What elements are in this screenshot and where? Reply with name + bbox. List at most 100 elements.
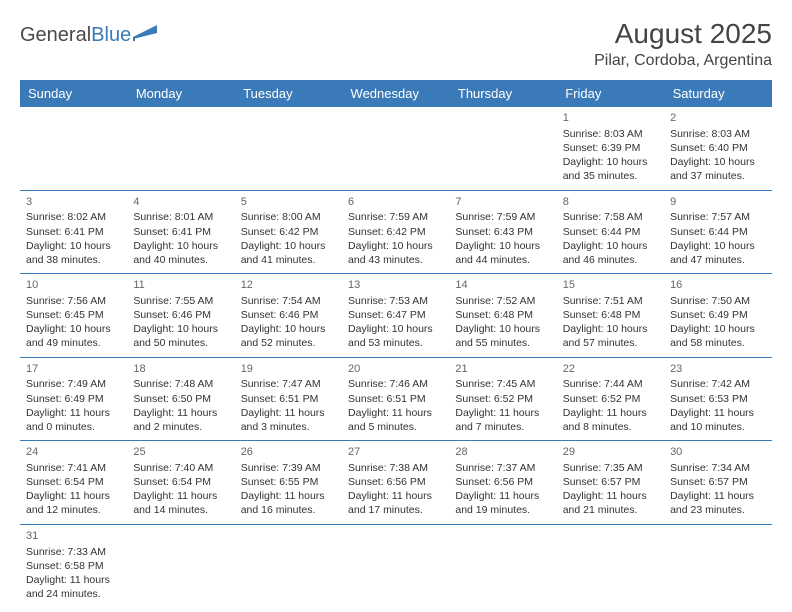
calendar-cell: 18Sunrise: 7:48 AMSunset: 6:50 PMDayligh…: [127, 357, 234, 441]
day-detail: Sunrise: 7:59 AM: [348, 210, 443, 224]
day-number: 24: [26, 445, 121, 460]
calendar-table: SundayMondayTuesdayWednesdayThursdayFrid…: [20, 80, 772, 607]
day-detail: Sunrise: 7:47 AM: [241, 377, 336, 391]
day-number: 22: [563, 362, 658, 377]
calendar-cell: [127, 107, 234, 190]
day-detail: and 10 minutes.: [670, 420, 765, 434]
day-detail: Sunrise: 7:52 AM: [455, 294, 550, 308]
day-detail: and 44 minutes.: [455, 253, 550, 267]
day-detail: and 7 minutes.: [455, 420, 550, 434]
day-detail: Daylight: 10 hours: [241, 239, 336, 253]
brand-flag-icon: [133, 25, 161, 46]
day-detail: and 23 minutes.: [670, 503, 765, 517]
day-detail: Sunrise: 8:03 AM: [670, 127, 765, 141]
day-detail: and 43 minutes.: [348, 253, 443, 267]
day-detail: Daylight: 10 hours: [26, 322, 121, 336]
day-detail: Sunrise: 8:03 AM: [563, 127, 658, 141]
brand-text: GeneralBlue: [20, 24, 131, 47]
day-detail: Sunset: 6:55 PM: [241, 475, 336, 489]
day-header: Friday: [557, 80, 664, 107]
day-detail: Daylight: 10 hours: [133, 239, 228, 253]
day-detail: Sunset: 6:42 PM: [241, 225, 336, 239]
day-detail: and 8 minutes.: [563, 420, 658, 434]
day-detail: Daylight: 11 hours: [133, 489, 228, 503]
day-detail: Sunset: 6:44 PM: [670, 225, 765, 239]
calendar-cell: 28Sunrise: 7:37 AMSunset: 6:56 PMDayligh…: [449, 441, 556, 525]
day-detail: Sunrise: 7:53 AM: [348, 294, 443, 308]
day-header: Wednesday: [342, 80, 449, 107]
calendar-cell: 6Sunrise: 7:59 AMSunset: 6:42 PMDaylight…: [342, 190, 449, 274]
calendar-cell: 17Sunrise: 7:49 AMSunset: 6:49 PMDayligh…: [20, 357, 127, 441]
day-detail: and 16 minutes.: [241, 503, 336, 517]
day-detail: and 35 minutes.: [563, 169, 658, 183]
day-detail: Sunset: 6:54 PM: [133, 475, 228, 489]
day-number: 17: [26, 362, 121, 377]
day-detail: Daylight: 11 hours: [563, 406, 658, 420]
calendar-head: SundayMondayTuesdayWednesdayThursdayFrid…: [20, 80, 772, 107]
day-detail: Sunrise: 7:42 AM: [670, 377, 765, 391]
day-detail: and 17 minutes.: [348, 503, 443, 517]
day-detail: Sunrise: 7:35 AM: [563, 461, 658, 475]
day-number: 8: [563, 195, 658, 210]
day-number: 15: [563, 278, 658, 293]
day-number: 14: [455, 278, 550, 293]
day-detail: Daylight: 11 hours: [26, 406, 121, 420]
day-detail: Sunset: 6:51 PM: [348, 392, 443, 406]
calendar-cell: 8Sunrise: 7:58 AMSunset: 6:44 PMDaylight…: [557, 190, 664, 274]
day-number: 4: [133, 195, 228, 210]
day-detail: Sunset: 6:48 PM: [563, 308, 658, 322]
day-number: 6: [348, 195, 443, 210]
day-detail: and 12 minutes.: [26, 503, 121, 517]
day-detail: Sunrise: 7:46 AM: [348, 377, 443, 391]
day-number: 3: [26, 195, 121, 210]
title-block: August 2025 Pilar, Cordoba, Argentina: [594, 18, 772, 70]
day-detail: Daylight: 10 hours: [563, 322, 658, 336]
day-detail: Sunset: 6:53 PM: [670, 392, 765, 406]
calendar-cell: 27Sunrise: 7:38 AMSunset: 6:56 PMDayligh…: [342, 441, 449, 525]
day-detail: Sunset: 6:52 PM: [455, 392, 550, 406]
day-detail: Daylight: 10 hours: [133, 322, 228, 336]
day-number: 1: [563, 111, 658, 126]
day-detail: and 57 minutes.: [563, 336, 658, 350]
day-header: Monday: [127, 80, 234, 107]
day-detail: and 21 minutes.: [563, 503, 658, 517]
day-detail: Sunset: 6:49 PM: [670, 308, 765, 322]
day-detail: and 19 minutes.: [455, 503, 550, 517]
day-detail: and 3 minutes.: [241, 420, 336, 434]
calendar-cell: [449, 524, 556, 607]
calendar-cell: [342, 107, 449, 190]
day-detail: and 46 minutes.: [563, 253, 658, 267]
calendar-cell: 15Sunrise: 7:51 AMSunset: 6:48 PMDayligh…: [557, 274, 664, 358]
day-detail: Sunset: 6:51 PM: [241, 392, 336, 406]
day-detail: Daylight: 11 hours: [563, 489, 658, 503]
day-detail: Sunrise: 7:57 AM: [670, 210, 765, 224]
calendar-cell: 25Sunrise: 7:40 AMSunset: 6:54 PMDayligh…: [127, 441, 234, 525]
day-number: 2: [670, 111, 765, 126]
location-text: Pilar, Cordoba, Argentina: [594, 52, 772, 70]
day-detail: Daylight: 10 hours: [348, 322, 443, 336]
day-detail: Daylight: 10 hours: [455, 239, 550, 253]
day-detail: and 55 minutes.: [455, 336, 550, 350]
day-detail: Sunrise: 7:37 AM: [455, 461, 550, 475]
day-detail: and 47 minutes.: [670, 253, 765, 267]
day-number: 28: [455, 445, 550, 460]
day-number: 30: [670, 445, 765, 460]
calendar-cell: 3Sunrise: 8:02 AMSunset: 6:41 PMDaylight…: [20, 190, 127, 274]
day-detail: Sunrise: 7:34 AM: [670, 461, 765, 475]
day-detail: Sunrise: 8:01 AM: [133, 210, 228, 224]
day-detail: Sunrise: 7:58 AM: [563, 210, 658, 224]
calendar-cell: 20Sunrise: 7:46 AMSunset: 6:51 PMDayligh…: [342, 357, 449, 441]
day-detail: Sunset: 6:49 PM: [26, 392, 121, 406]
day-header: Tuesday: [235, 80, 342, 107]
day-detail: and 14 minutes.: [133, 503, 228, 517]
day-detail: Sunset: 6:46 PM: [133, 308, 228, 322]
day-detail: Sunset: 6:57 PM: [563, 475, 658, 489]
day-detail: and 5 minutes.: [348, 420, 443, 434]
calendar-cell: 13Sunrise: 7:53 AMSunset: 6:47 PMDayligh…: [342, 274, 449, 358]
brand-logo: GeneralBlue: [20, 24, 161, 47]
day-detail: Sunrise: 7:56 AM: [26, 294, 121, 308]
calendar-cell: 14Sunrise: 7:52 AMSunset: 6:48 PMDayligh…: [449, 274, 556, 358]
day-detail: Daylight: 11 hours: [348, 489, 443, 503]
day-detail: Sunset: 6:46 PM: [241, 308, 336, 322]
day-detail: Sunrise: 8:02 AM: [26, 210, 121, 224]
